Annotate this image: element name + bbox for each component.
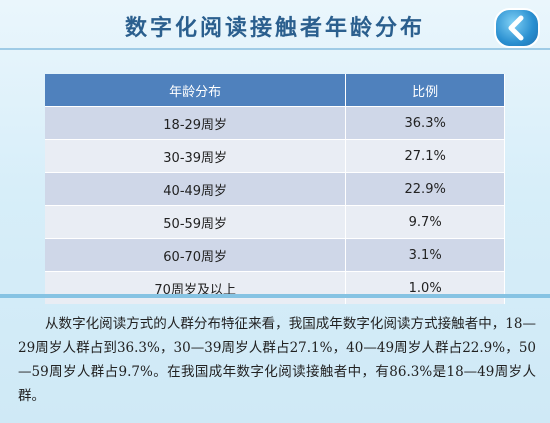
table-row: 30-39周岁 27.1%: [45, 139, 505, 173]
cell-ratio: 22.9%: [345, 172, 505, 206]
header-age: 年龄分布: [45, 74, 347, 107]
cell-ratio: 36.3%: [345, 106, 505, 140]
age-distribution-table: 年龄分布 比例 18-29周岁 36.3% 30-39周岁 27.1% 40-4…: [45, 74, 505, 304]
table-row: 50-59周岁 9.7%: [45, 205, 505, 239]
cell-age: 40-49周岁: [45, 172, 347, 206]
table-row: 60-70周岁 3.1%: [45, 238, 505, 272]
cell-ratio: 27.1%: [345, 139, 505, 173]
page-title: 数字化阅读接触者年龄分布: [124, 15, 425, 41]
back-button[interactable]: [494, 8, 540, 48]
table-row: 18-29周岁 36.3%: [45, 106, 505, 140]
table-row: 40-49周岁 22.9%: [45, 172, 505, 206]
cell-ratio: 9.7%: [345, 205, 505, 239]
cell-ratio: 3.1%: [345, 238, 505, 272]
header-ratio: 比例: [345, 74, 505, 107]
back-arrow-icon: [508, 15, 524, 41]
table-row: 70周岁及以上 1.0%: [45, 271, 505, 304]
cell-age: 50-59周岁: [45, 205, 347, 239]
description-paragraph: 从数字化阅读方式的人群分布特征来看，我国成年数字化阅读方式接触者中，18—29周…: [18, 316, 536, 404]
cell-ratio: 1.0%: [345, 271, 505, 304]
cell-age: 18-29周岁: [45, 106, 347, 140]
cell-age: 60-70周岁: [45, 238, 347, 272]
cell-age: 30-39周岁: [45, 139, 347, 173]
cell-age: 70周岁及以上: [45, 271, 347, 304]
title-underline: [0, 48, 550, 50]
section-divider: [0, 294, 550, 298]
table-header-row: 年龄分布 比例: [45, 74, 505, 107]
